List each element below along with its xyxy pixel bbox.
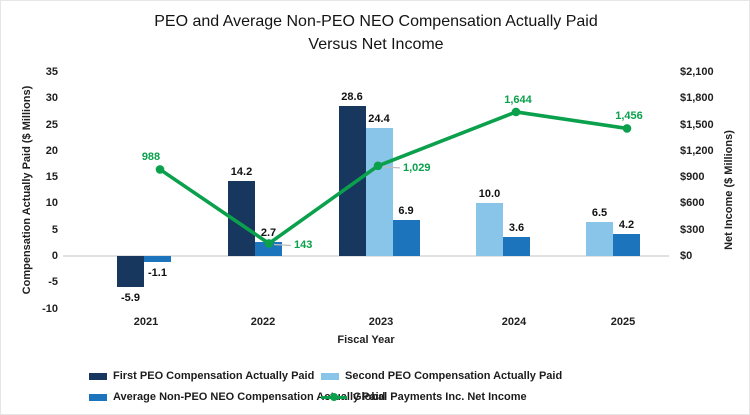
line-label-2023: 1,029 bbox=[403, 161, 431, 174]
data-label-leader-line bbox=[382, 166, 401, 169]
bar-label-second-peo-2025: 6.5 bbox=[591, 206, 608, 219]
y2-axis-tick-label: $0 bbox=[680, 250, 693, 262]
bar-second-peo-2023 bbox=[365, 127, 393, 256]
bar-avg-non-peo-neo-2022 bbox=[255, 241, 282, 256]
y-axis-tick-label: 20 bbox=[45, 144, 58, 157]
bar-label-avg-non-peo-neo-2022: 2.7 bbox=[260, 226, 277, 239]
legend-item-second-peo: Second PEO Compensation Actually Paid bbox=[321, 370, 562, 382]
legend-label-first-peo: First PEO Compensation Actually Paid bbox=[113, 370, 315, 382]
bar-label-first-peo-2022: 14.2 bbox=[230, 166, 253, 179]
y2-axis-tick-label: $2,100 bbox=[680, 66, 714, 78]
y-axis-tick-label: -10 bbox=[42, 302, 58, 315]
legend-line-marker bbox=[330, 393, 338, 401]
x-axis-title: Fiscal Year bbox=[337, 334, 395, 346]
bar-label-first-peo-2021: -5.9 bbox=[121, 292, 140, 305]
bar-label-second-peo-2023: 24.4 bbox=[368, 112, 390, 125]
legend-item-first-peo: First PEO Compensation Actually Paid bbox=[89, 370, 314, 382]
bar-second-peo-2024 bbox=[476, 203, 503, 256]
y2-axis-tick-label: $1,500 bbox=[680, 118, 714, 131]
x-axis-tick-label: 2025 bbox=[610, 316, 636, 328]
bar-label-avg-non-peo-neo-2024: 3.6 bbox=[508, 222, 525, 235]
bar-label-avg-non-peo-neo-2025: 4.2 bbox=[618, 218, 635, 231]
bar-label-avg-non-peo-neo-2023: 6.9 bbox=[398, 204, 414, 217]
x-axis-tick-label: 2023 bbox=[368, 316, 394, 328]
line-label-2024: 1,644 bbox=[504, 93, 532, 106]
line-label-2021: 988 bbox=[141, 151, 161, 164]
y-axis-tick-label: 35 bbox=[45, 66, 58, 78]
y-axis-tick-label: -5 bbox=[48, 276, 58, 289]
bar-avg-non-peo-neo-2023 bbox=[392, 219, 420, 256]
y-axis-tick-label: 0 bbox=[51, 250, 58, 262]
x-axis-tick-label: 2021 bbox=[133, 316, 159, 328]
y-axis-tick-label: 25 bbox=[45, 118, 58, 131]
legend-swatch-net-income bbox=[321, 392, 347, 402]
net-income-line bbox=[158, 110, 629, 246]
chart-title-line2: Versus Net Income bbox=[308, 36, 444, 53]
legend-item-net-income: Global Payments Inc. Net Income bbox=[321, 391, 527, 403]
bar-first-peo-2021 bbox=[117, 256, 144, 288]
legend-item-avg-non-peo-neo: Average Non-PEO NEO Compensation Actuall… bbox=[89, 391, 385, 403]
y-axis-tick-label: 15 bbox=[45, 171, 58, 184]
line-marker-2025 bbox=[622, 124, 632, 133]
bar-second-peo-2025 bbox=[586, 221, 613, 256]
bar-label-first-peo-2023: 28.6 bbox=[341, 90, 363, 103]
x-axis-tick-label: 2022 bbox=[250, 316, 276, 328]
bar-label-avg-non-peo-neo-2021: -1.1 bbox=[148, 266, 167, 279]
legend-label-avg-non-peo-neo: Average Non-PEO NEO Compensation Actuall… bbox=[113, 391, 386, 403]
x-axis-tick-label: 2024 bbox=[501, 316, 527, 328]
chart-title-line1: PEO and Average Non-PEO NEO Compensation… bbox=[154, 13, 598, 30]
bar-label-second-peo-2024: 10.0 bbox=[478, 188, 501, 201]
bar-avg-non-peo-neo-2024 bbox=[503, 237, 530, 256]
line-marker-2024 bbox=[511, 107, 521, 117]
legend-swatch-second-peo bbox=[321, 372, 339, 380]
y2-axis-tick-label: $900 bbox=[680, 171, 705, 184]
y-axis-tick-label: 5 bbox=[51, 223, 58, 236]
legend-label-second-peo: Second PEO Compensation Actually Paid bbox=[345, 370, 563, 382]
line-marker-2023 bbox=[373, 161, 383, 171]
chart-title: PEO and Average Non-PEO NEO Compensation… bbox=[1, 10, 749, 56]
y2-axis-tick-label: $1,800 bbox=[680, 92, 714, 105]
y2-axis-tick-label: $1,200 bbox=[680, 144, 714, 157]
y2-axis-tick-label: $300 bbox=[680, 223, 705, 236]
y-axis-tick-label: 10 bbox=[45, 197, 58, 210]
line-marker-2021 bbox=[155, 165, 165, 174]
line-label-2025: 1,456 bbox=[615, 110, 643, 123]
line-marker-2022 bbox=[264, 239, 274, 248]
legend-label-net-income: Global Payments Inc. Net Income bbox=[353, 391, 527, 403]
zero-gridline bbox=[63, 255, 669, 257]
bar-avg-non-peo-neo-2021 bbox=[144, 256, 171, 262]
y-axis-tick-label: 30 bbox=[45, 92, 58, 105]
legend-swatch-avg-non-peo-neo bbox=[89, 393, 107, 401]
bar-first-peo-2023 bbox=[338, 105, 366, 256]
legend-swatch-first-peo bbox=[89, 372, 107, 380]
bar-avg-non-peo-neo-2025 bbox=[613, 233, 640, 256]
data-label-leader-line bbox=[273, 243, 292, 247]
y2-axis-tick-label: $600 bbox=[680, 197, 705, 210]
line-label-2022: 143 bbox=[294, 239, 313, 252]
